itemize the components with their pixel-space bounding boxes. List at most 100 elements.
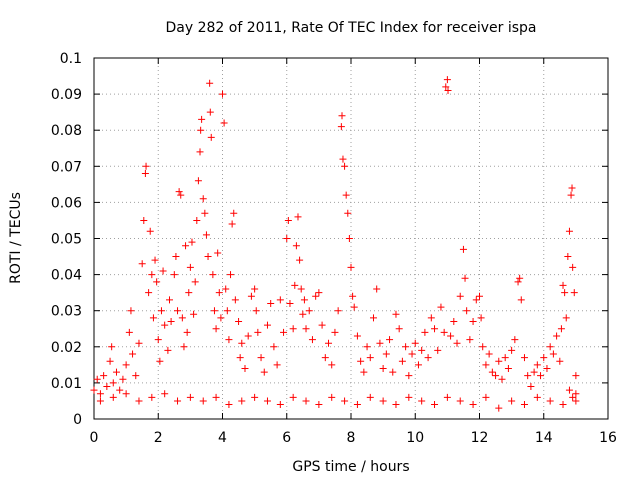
data-point xyxy=(159,267,167,275)
data-point xyxy=(572,390,580,398)
data-point xyxy=(103,383,111,391)
data-point xyxy=(109,379,117,387)
data-point xyxy=(527,383,535,391)
data-point xyxy=(235,318,243,326)
data-point xyxy=(495,357,503,365)
data-point xyxy=(389,368,397,376)
data-point xyxy=(284,216,292,224)
data-point xyxy=(210,307,218,315)
data-point xyxy=(482,361,490,369)
data-point xyxy=(488,368,496,376)
y-tick-label: 0.02 xyxy=(51,340,82,356)
data-point xyxy=(141,170,149,178)
data-point xyxy=(549,350,557,358)
data-point xyxy=(219,90,226,98)
data-point xyxy=(148,271,156,279)
y-tick-label: 0.05 xyxy=(51,232,82,248)
data-point xyxy=(260,368,268,376)
data-point xyxy=(338,112,346,120)
data-point xyxy=(331,328,339,336)
data-point xyxy=(177,191,185,199)
data-point xyxy=(443,76,451,84)
data-point xyxy=(546,343,554,351)
y-tick-label: 0.03 xyxy=(51,304,82,320)
data-point xyxy=(414,361,422,369)
data-point xyxy=(100,372,108,380)
data-point xyxy=(254,328,262,336)
data-point xyxy=(479,343,487,351)
data-point xyxy=(565,386,573,394)
data-point xyxy=(427,314,435,322)
data-point xyxy=(408,350,416,358)
data-point xyxy=(291,281,299,289)
data-point xyxy=(392,401,400,409)
data-point xyxy=(508,397,516,405)
data-point xyxy=(421,328,429,336)
data-point xyxy=(174,307,182,315)
data-point xyxy=(556,357,564,365)
data-point xyxy=(241,364,249,372)
data-point xyxy=(325,339,333,347)
data-point xyxy=(572,397,580,405)
data-point xyxy=(263,321,271,329)
data-point xyxy=(149,314,157,322)
data-point xyxy=(516,274,524,282)
data-point xyxy=(292,242,300,250)
data-point xyxy=(562,314,570,322)
chart-title: Day 282 of 2011, Rate Of TEC Index for r… xyxy=(165,20,536,36)
data-point xyxy=(156,357,164,365)
data-point xyxy=(543,364,551,372)
data-point xyxy=(217,314,225,322)
data-point xyxy=(119,375,127,383)
data-point xyxy=(270,343,278,351)
data-point xyxy=(379,397,387,405)
data-point xyxy=(207,133,215,141)
data-point xyxy=(572,372,580,380)
data-point xyxy=(305,307,313,315)
data-point xyxy=(405,372,413,380)
data-point xyxy=(185,289,193,297)
data-point xyxy=(170,271,178,279)
data-point xyxy=(263,397,271,405)
data-point xyxy=(347,263,355,271)
data-point xyxy=(530,368,538,376)
data-point xyxy=(495,404,503,412)
x-tick-label: 6 xyxy=(282,430,291,446)
data-point xyxy=(199,195,207,203)
data-point xyxy=(289,325,297,333)
data-point xyxy=(565,227,573,235)
data-point xyxy=(434,346,442,354)
data-point xyxy=(112,368,120,376)
data-point xyxy=(345,235,353,242)
data-point xyxy=(328,393,336,401)
data-point xyxy=(537,372,545,380)
data-point xyxy=(418,346,426,354)
data-point xyxy=(212,393,220,401)
data-point xyxy=(469,401,477,409)
data-point xyxy=(132,372,140,380)
data-point xyxy=(402,343,410,351)
data-point xyxy=(223,307,231,315)
data-point xyxy=(164,346,172,354)
data-point xyxy=(129,350,137,358)
data-point xyxy=(337,123,345,131)
data-point xyxy=(511,336,519,344)
data-point xyxy=(520,401,528,409)
data-point xyxy=(227,271,235,279)
data-point xyxy=(524,372,532,380)
data-point xyxy=(127,307,135,315)
data-point xyxy=(440,328,448,336)
data-point xyxy=(328,361,336,369)
data-point xyxy=(198,115,206,123)
data-point xyxy=(366,354,374,362)
data-point xyxy=(165,296,173,304)
data-point xyxy=(557,325,565,333)
axis-ticks xyxy=(93,57,609,420)
data-point xyxy=(199,397,207,405)
data-point xyxy=(300,296,308,304)
data-point xyxy=(561,289,569,297)
data-point xyxy=(244,332,252,340)
y-tick-label: 0.07 xyxy=(51,159,82,175)
